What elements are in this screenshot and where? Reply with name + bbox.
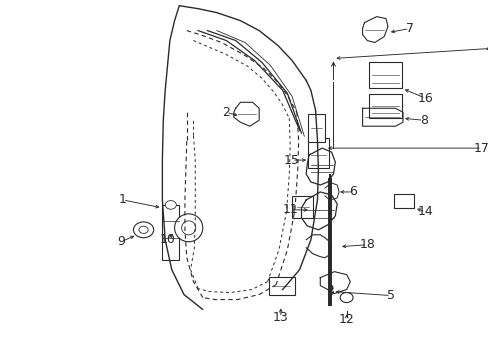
Circle shape [340,293,352,302]
Text: 9: 9 [117,235,125,248]
FancyBboxPatch shape [368,62,401,88]
FancyBboxPatch shape [291,196,312,218]
Text: 5: 5 [386,289,394,302]
Text: 7: 7 [405,22,413,35]
Text: 10: 10 [160,233,176,246]
Text: 13: 13 [272,311,288,324]
Text: 12: 12 [338,313,354,326]
Ellipse shape [181,221,195,235]
FancyBboxPatch shape [162,205,179,260]
Circle shape [165,201,176,209]
Text: 18: 18 [359,238,374,251]
Text: 3: 3 [325,285,333,298]
Ellipse shape [174,214,203,242]
FancyBboxPatch shape [368,94,401,118]
Text: 17: 17 [473,141,488,155]
Text: 11: 11 [282,203,298,216]
Text: 2: 2 [222,106,230,119]
Text: 14: 14 [417,205,432,219]
Text: 15: 15 [284,154,300,167]
FancyBboxPatch shape [307,138,328,168]
Text: 6: 6 [348,185,356,198]
FancyBboxPatch shape [393,194,413,208]
FancyBboxPatch shape [268,276,294,294]
Text: 1: 1 [119,193,126,206]
FancyBboxPatch shape [307,114,325,142]
Text: 16: 16 [417,92,432,105]
Text: 8: 8 [419,114,427,127]
Circle shape [133,222,153,238]
Text: 4: 4 [485,42,488,55]
Circle shape [139,226,148,233]
